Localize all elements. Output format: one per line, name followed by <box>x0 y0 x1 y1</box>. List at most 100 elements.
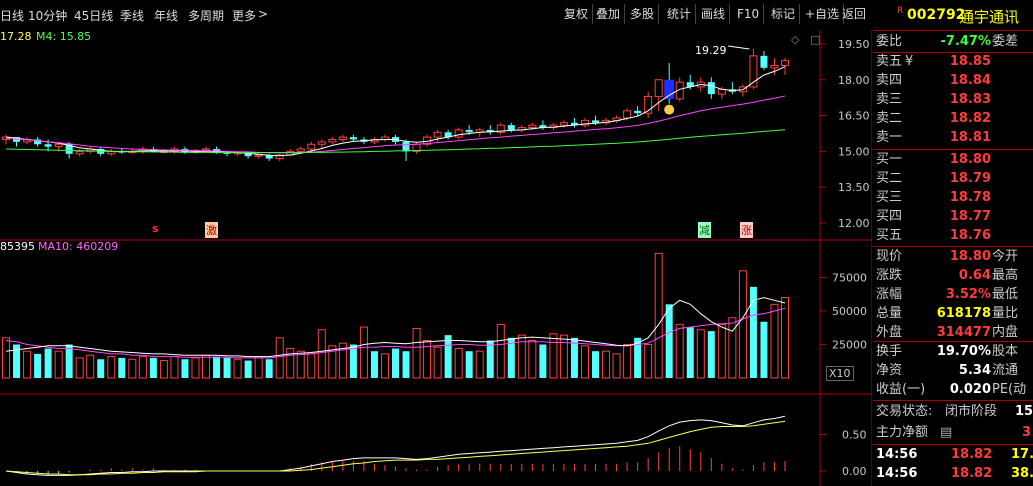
candle-body <box>675 81 684 100</box>
tick-price: 18.82 <box>951 466 993 481</box>
button-multi-stock[interactable]: 多股 <box>626 4 660 24</box>
ask-level-3-value: 18.83 <box>949 92 991 107</box>
price-tick-label: 18.00 <box>838 74 870 87</box>
volume-bar <box>349 344 357 378</box>
peak-price-label: 19.29 <box>695 44 727 57</box>
volume-bar <box>338 342 347 379</box>
period-year[interactable]: 年线 <box>154 9 179 23</box>
trade-status-row: 交易状态: 闭市阶段 15 <box>876 404 1033 419</box>
volume-bar <box>181 359 189 378</box>
vol-tick-label: 50000 <box>832 305 867 318</box>
price-tick-label: 12.00 <box>838 217 870 230</box>
stat-row-0-label2: 今开 <box>992 249 1019 264</box>
period-multi[interactable]: 多周期 <box>188 9 225 23</box>
candle-body <box>496 124 505 133</box>
candle-body <box>507 125 515 130</box>
bid-level-3-label: 买三 <box>876 190 903 205</box>
volume-bar <box>328 345 337 379</box>
ask-level-1-label: 卖一 <box>876 130 903 145</box>
event-marker-ji-icon[interactable]: 激 <box>205 222 218 238</box>
button-back[interactable]: 返回 <box>842 7 867 21</box>
volume-bar <box>696 329 705 379</box>
candle-body <box>44 144 52 147</box>
candle-body <box>34 139 42 145</box>
candle-body <box>486 129 494 133</box>
event-marker-s-icon[interactable]: s <box>152 222 159 235</box>
candle-body <box>580 119 589 126</box>
button-overlay[interactable]: 叠加 <box>592 4 626 24</box>
diamond-icon[interactable]: ◇ <box>791 33 800 46</box>
bid-level-5-value: 18.76 <box>949 228 991 243</box>
ask-level-2-value: 18.82 <box>949 111 991 126</box>
button-f10[interactable]: F10 <box>733 4 765 24</box>
ma-legend-b: M4: 15.85 <box>36 30 92 43</box>
volume-bar <box>433 346 442 379</box>
expand-icon[interactable]: □ <box>810 33 821 46</box>
event-marker-zhang-icon[interactable]: 涨 <box>740 222 753 238</box>
candle-body <box>433 131 442 138</box>
volume-bar <box>128 358 137 379</box>
candle-body <box>559 122 568 126</box>
period-daily[interactable]: 日线 <box>0 9 25 23</box>
volume-bar <box>244 360 252 378</box>
tick-row: 14:56 18.82 38. <box>873 465 1033 483</box>
tick-time: 14:56 <box>876 466 918 481</box>
stat-row-2-label2: 最低 <box>992 287 1019 302</box>
candle-body <box>349 137 357 140</box>
volume-bar <box>13 344 21 378</box>
button-restore-rights[interactable]: 复权 <box>560 4 594 24</box>
candle-body <box>644 95 653 114</box>
ask-level-4-value: 18.84 <box>949 73 991 88</box>
bid-level-3-value: 18.78 <box>949 190 991 205</box>
button-draw-line[interactable]: 画线 <box>697 4 731 24</box>
volume-bar <box>191 357 200 379</box>
candle-body <box>254 154 263 157</box>
ma-mid-line <box>5 95 786 154</box>
button-add-watchlist[interactable]: +自选 <box>801 4 845 24</box>
event-marker-jian-icon[interactable]: 减 <box>698 222 711 238</box>
flow-detail-icon[interactable]: ▤ <box>940 425 953 440</box>
candle-body <box>623 110 632 119</box>
stat2-row-2-value: 0.020 <box>949 382 991 397</box>
vol-legend-a: 85395 <box>0 240 35 253</box>
bid-level-5: 买五 18.76 <box>873 227 1033 245</box>
bid-level-1-label: 买一 <box>876 152 903 167</box>
candle-body <box>444 132 452 138</box>
candle-body <box>770 64 779 69</box>
vol-scale-note: X10 <box>826 366 854 381</box>
volume-bar <box>539 344 547 378</box>
volume-bar <box>644 344 653 379</box>
candle-body <box>454 129 463 138</box>
period-more[interactable]: 更多 <box>232 9 257 23</box>
peak-arrow <box>727 45 750 50</box>
candle-body <box>307 143 316 150</box>
volume-bar <box>65 344 73 378</box>
period-10min[interactable]: 10分钟 <box>28 9 68 23</box>
stat-row-0-value: 18.80 <box>949 249 991 264</box>
period-45day[interactable]: 45日线 <box>74 9 114 23</box>
volume-bar <box>54 350 63 379</box>
stat2-row-0-value: 19.70% <box>936 344 991 359</box>
volume-bar <box>359 326 368 379</box>
stat-row-2: 涨幅 3.52% 最低 <box>873 286 1033 304</box>
candle-body <box>634 110 642 114</box>
stat2-row-1-label: 净资 <box>876 363 903 378</box>
volume-bar <box>296 350 305 379</box>
button-stats[interactable]: 统计 <box>663 4 697 24</box>
button-mark[interactable]: 标记 <box>767 4 801 24</box>
stock-code: 002792 <box>907 7 966 23</box>
candle-body <box>317 141 326 145</box>
candle-body <box>265 154 273 159</box>
volume-bar <box>402 351 410 378</box>
volume-bar <box>580 345 589 379</box>
candle-body <box>223 152 231 154</box>
period-quarter[interactable]: 季线 <box>120 9 145 23</box>
volume-bar <box>465 351 473 378</box>
price-tick-label: 19.50 <box>838 38 870 51</box>
volume-bar <box>623 344 632 379</box>
more-arrow-icon[interactable]: > <box>258 7 269 21</box>
bid-level-4-label: 买四 <box>876 209 903 224</box>
bid-level-2-label: 买二 <box>876 171 903 186</box>
volume-bar <box>559 334 568 379</box>
volume-bar <box>592 351 600 378</box>
